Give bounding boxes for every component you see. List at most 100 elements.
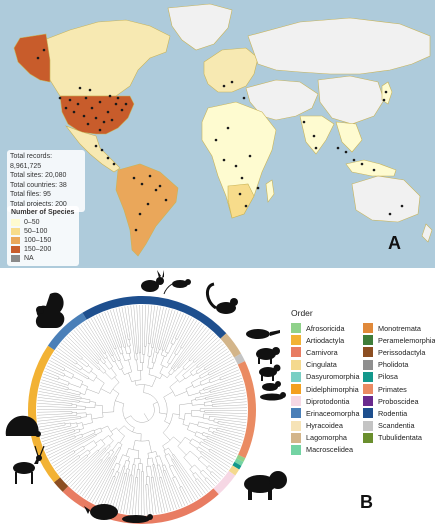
tree-branch <box>55 349 72 362</box>
tree-branch <box>204 407 247 409</box>
tree-branch <box>167 362 171 365</box>
stat-projects: Total projects: 200 <box>10 200 67 208</box>
tree-branch <box>195 371 198 374</box>
tree-branch <box>117 464 121 472</box>
tree-branch <box>99 369 104 374</box>
tree-branch <box>86 454 88 457</box>
tree-branch <box>124 371 132 375</box>
panel-b-letter: B <box>360 492 373 512</box>
tree-branch <box>134 477 136 485</box>
tree-branch <box>57 422 65 425</box>
tree-branch <box>117 484 125 513</box>
tree-branch <box>190 366 198 373</box>
tree-branch <box>37 415 69 419</box>
india <box>299 115 335 155</box>
legend-label: 100–150 <box>24 237 52 244</box>
tree-branch <box>84 386 88 395</box>
tree-branch <box>115 447 120 453</box>
tree-branch <box>215 366 238 378</box>
tree-branch <box>160 364 168 368</box>
tree-branch <box>147 451 156 454</box>
tree-branch <box>81 397 91 401</box>
tree-branch <box>175 457 204 496</box>
tree-branch <box>209 427 217 430</box>
tree-branch <box>217 404 247 407</box>
tree-branch <box>79 428 84 431</box>
order-swatch <box>291 444 301 455</box>
tree-branch <box>136 359 138 371</box>
tree-branch <box>213 416 247 420</box>
order-label: Primates <box>378 384 407 394</box>
tree-branch <box>134 354 136 361</box>
tree-branch <box>195 398 206 401</box>
order-legend-item: Cingulata <box>291 359 363 371</box>
tree-branch <box>197 425 210 430</box>
record-point <box>42 48 46 52</box>
tree-branch <box>219 374 228 378</box>
tree-branch <box>180 346 183 349</box>
tree-branch <box>163 397 168 422</box>
tree-branch <box>154 464 157 472</box>
tree-branch <box>109 366 113 370</box>
tree-branch <box>208 443 236 458</box>
order-legend-item: Pholidota <box>363 359 433 371</box>
tree-branch <box>213 412 247 414</box>
tree-branch <box>101 447 105 452</box>
tree-branch <box>191 415 204 418</box>
tree-branch <box>128 359 132 372</box>
tree-branch <box>67 391 80 396</box>
tree-branch <box>159 412 167 415</box>
tree-branch <box>152 477 155 486</box>
tree-branch <box>73 359 78 363</box>
tree-branch <box>119 367 124 370</box>
record-point <box>336 146 340 150</box>
tree-branch <box>200 374 209 379</box>
tree-branch <box>73 450 76 453</box>
tree-branch <box>209 434 241 447</box>
tree-branch <box>131 379 141 382</box>
order-legend-item: Artiodactyla <box>291 334 363 346</box>
tree-branch <box>108 354 114 363</box>
legend-label: 150–200 <box>24 246 52 253</box>
tree-branch <box>76 422 83 424</box>
record-point <box>388 212 392 216</box>
record-point <box>222 84 226 88</box>
tree-branch <box>39 388 71 396</box>
tree-branch <box>211 401 219 403</box>
cat-icon <box>262 381 281 391</box>
tree-branch <box>175 325 205 365</box>
tree-branch <box>161 350 164 355</box>
tree-branch <box>175 338 178 340</box>
tree-branch <box>114 376 120 383</box>
tree-branch <box>204 458 225 475</box>
record-point <box>106 110 110 114</box>
tree-branch <box>148 374 161 379</box>
tree-branch <box>68 414 77 417</box>
tree-branch <box>101 452 108 461</box>
record-point <box>134 228 138 232</box>
tree-branch <box>128 456 130 462</box>
tree-branch <box>39 385 68 393</box>
tree-branch <box>165 351 169 354</box>
legend-swatch <box>11 219 20 226</box>
tree-branch <box>209 387 220 391</box>
tree-branch <box>208 450 217 456</box>
tree-branch <box>114 485 122 512</box>
tree-branch <box>150 465 153 478</box>
legend-swatch <box>11 246 20 253</box>
tree-branch <box>71 374 74 379</box>
record-point <box>238 192 242 196</box>
tree-branch <box>87 377 90 380</box>
record-point <box>116 96 120 100</box>
tree-branch <box>205 395 216 398</box>
tree-branch <box>90 370 98 377</box>
tree-branch <box>162 309 173 342</box>
tree-branch <box>178 404 180 419</box>
tree-branch <box>203 388 205 391</box>
order-legend-item: Peramelemorphia <box>363 334 435 346</box>
tree-branch <box>126 331 129 340</box>
tree-branch <box>203 440 209 444</box>
tree-branch <box>205 473 217 484</box>
tree-branch <box>212 433 223 438</box>
tree-branch <box>104 311 118 345</box>
